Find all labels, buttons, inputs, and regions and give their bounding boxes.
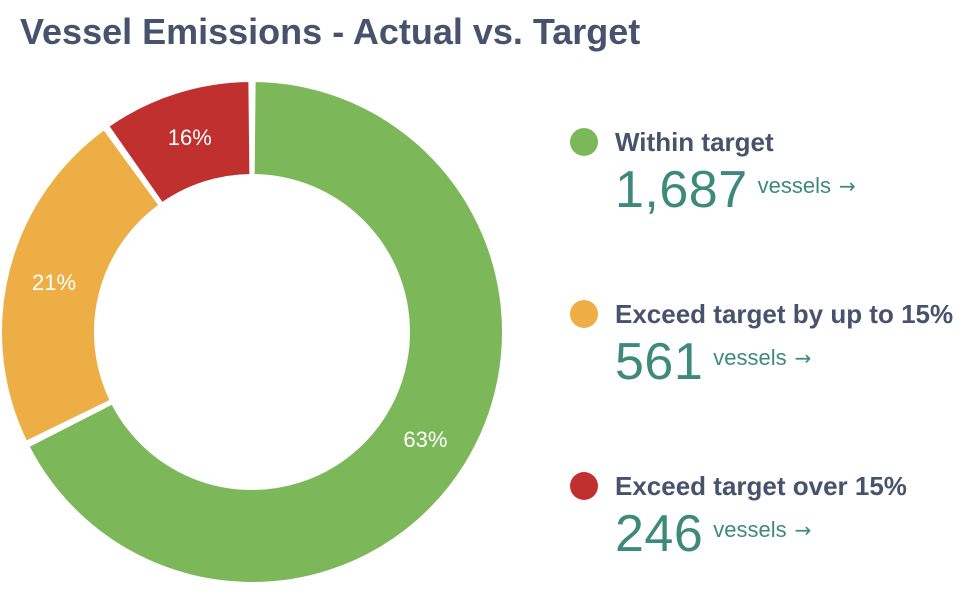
slice-percent-label: 16%: [168, 125, 212, 150]
vessel-count: 1,687: [615, 161, 748, 219]
donut-slice-within-target[interactable]: [27, 80, 504, 584]
arrow-right-icon: →: [839, 174, 856, 198]
slice-percent-label: 21%: [32, 270, 76, 295]
vessels-unit: vessels →: [757, 173, 856, 198]
donut-chart: 63% 21% 16%: [0, 80, 504, 584]
donut-slice-exceed-over-15[interactable]: [106, 80, 252, 205]
vessel-count: 561: [615, 333, 704, 391]
chart-title: Vessel Emissions - Actual vs. Target: [20, 11, 641, 52]
slice-percent-label: 63%: [403, 427, 447, 452]
within-target-vessels-link[interactable]: 1,687 vessels →: [615, 161, 970, 219]
legend-item-exceed-over-15: Exceed target over 15% 246 vessels →: [570, 469, 970, 563]
legend-dot-orange: [570, 300, 598, 328]
vessels-unit: vessels →: [713, 517, 812, 542]
vessel-count: 246: [615, 505, 704, 563]
legend-dot-green: [570, 128, 598, 156]
legend-item-exceed-up-to-15: Exceed target by up to 15% 561 vessels →: [570, 297, 970, 391]
donut-slice-exceed-up-to-15[interactable]: [0, 127, 161, 443]
legend-label: Within target: [615, 126, 774, 157]
exceed-up-to-15-vessels-link[interactable]: 561 vessels →: [615, 333, 970, 391]
vessels-unit: vessels →: [713, 345, 812, 370]
arrow-right-icon: →: [794, 518, 812, 542]
exceed-over-15-vessels-link[interactable]: 246 vessels →: [615, 505, 970, 563]
legend-label: Exceed target over 15%: [615, 470, 907, 501]
legend-item-within-target: Within target 1,687 vessels →: [570, 125, 970, 219]
legend-label: Exceed target by up to 15%: [615, 298, 954, 329]
arrow-right-icon: →: [794, 346, 812, 370]
legend-dot-red: [570, 472, 598, 500]
